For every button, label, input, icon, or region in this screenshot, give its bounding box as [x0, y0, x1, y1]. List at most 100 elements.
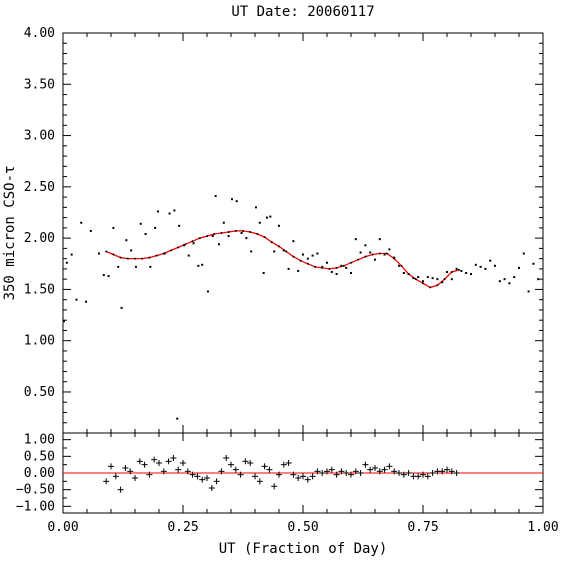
fit-curve	[105, 230, 460, 289]
data-point	[388, 248, 391, 251]
data-point	[498, 280, 501, 283]
residual-point	[439, 468, 446, 475]
data-point	[407, 273, 410, 276]
fit-curve-point	[371, 253, 374, 256]
residual-point	[127, 468, 134, 475]
fit-curve-point	[213, 233, 216, 236]
data-point	[345, 266, 348, 269]
data-point	[262, 272, 265, 274]
residual-point	[141, 461, 148, 468]
residual-point	[136, 458, 143, 465]
fit-curve-point	[263, 236, 266, 239]
bottom-panel-y-tick-labels: −1.00−0.50 0.00 0.501.00	[16, 433, 55, 515]
y-tick-label: 1.00	[24, 433, 55, 448]
data-point	[340, 264, 343, 267]
data-point	[292, 240, 295, 243]
residual-point	[247, 460, 254, 466]
data-point	[134, 265, 137, 268]
residual-point	[448, 468, 455, 475]
y-tick-label: 2.00	[24, 231, 55, 246]
residual-point	[180, 460, 186, 466]
data-point	[479, 265, 482, 268]
data-point	[422, 280, 424, 283]
residual-point	[199, 476, 206, 483]
residual-point	[112, 473, 119, 480]
residual-point	[314, 468, 321, 475]
residual-point	[333, 471, 340, 478]
data-point	[206, 290, 209, 293]
data-point	[139, 222, 142, 225]
fit-curve-point	[119, 256, 122, 259]
data-point	[102, 274, 105, 277]
fit-curve-point	[335, 266, 338, 269]
bottom-panel: −1.00−0.500.000.501.00 0.00 0.25 0.50 0.75 1…	[16, 432, 559, 535]
data-point	[335, 273, 338, 276]
data-point	[211, 235, 214, 238]
y-tick-label: 3.00	[24, 129, 55, 144]
data-point	[266, 216, 268, 219]
residual-point	[175, 466, 182, 473]
y-tick-label: 0.00	[24, 466, 55, 481]
data-point	[154, 226, 157, 229]
residual-point	[208, 485, 215, 491]
data-point	[393, 256, 396, 259]
residual-point	[146, 471, 153, 478]
y-tick-label: 0.50	[24, 449, 55, 464]
data-point	[378, 238, 381, 241]
measurement-points	[62, 195, 540, 420]
residual-point	[184, 468, 191, 475]
residual-point	[117, 486, 124, 493]
residual-point	[420, 471, 426, 478]
y-axis-title: 350 micron CSO-τ	[2, 166, 18, 301]
data-point	[287, 267, 290, 270]
residual-point	[261, 463, 268, 470]
data-point	[173, 209, 176, 212]
data-point	[269, 215, 272, 218]
data-point	[182, 244, 185, 247]
x-tick-labels: 0.00 0.25 0.50 0.75 1.00	[47, 520, 558, 535]
data-point	[508, 282, 511, 285]
fit-curve-point	[148, 256, 151, 259]
data-point	[117, 265, 120, 268]
residual-point	[160, 468, 167, 475]
data-point	[254, 206, 257, 209]
fit-curve-point	[314, 265, 316, 268]
data-point	[518, 266, 520, 269]
data-point	[98, 252, 100, 255]
data-point	[354, 238, 357, 241]
data-point	[75, 298, 78, 301]
residual-point	[391, 468, 398, 475]
fit-curve-point	[378, 252, 381, 255]
fit-curve-point	[357, 258, 360, 261]
residual-point	[386, 463, 393, 470]
residual-point	[242, 458, 249, 465]
fit-curve-point	[429, 286, 432, 289]
data-point	[176, 417, 179, 420]
data-point	[222, 221, 225, 224]
x-tick-label: 0.50	[287, 520, 318, 535]
residual-point	[276, 471, 282, 478]
data-point	[144, 233, 147, 236]
fit-curve-point	[141, 257, 144, 260]
y-tick-label: 1.50	[24, 282, 55, 297]
data-point	[359, 251, 362, 254]
fit-curve-point	[234, 229, 237, 232]
data-point	[527, 290, 530, 293]
data-point	[455, 267, 458, 270]
residual-point	[156, 460, 162, 466]
residual-point	[189, 471, 196, 478]
fit-curve-point	[105, 250, 108, 253]
fit-curve-point	[328, 267, 331, 270]
fit-curve-point	[400, 264, 403, 267]
data-point	[417, 276, 420, 279]
residual-point	[108, 463, 114, 470]
data-point	[441, 281, 444, 284]
data-point	[157, 210, 160, 213]
y-tick-label: 4.00	[24, 26, 55, 41]
data-point	[465, 272, 468, 274]
fit-curve-point	[270, 241, 273, 244]
data-point	[62, 320, 65, 323]
data-point	[85, 300, 88, 303]
fit-curve-point	[414, 278, 417, 281]
